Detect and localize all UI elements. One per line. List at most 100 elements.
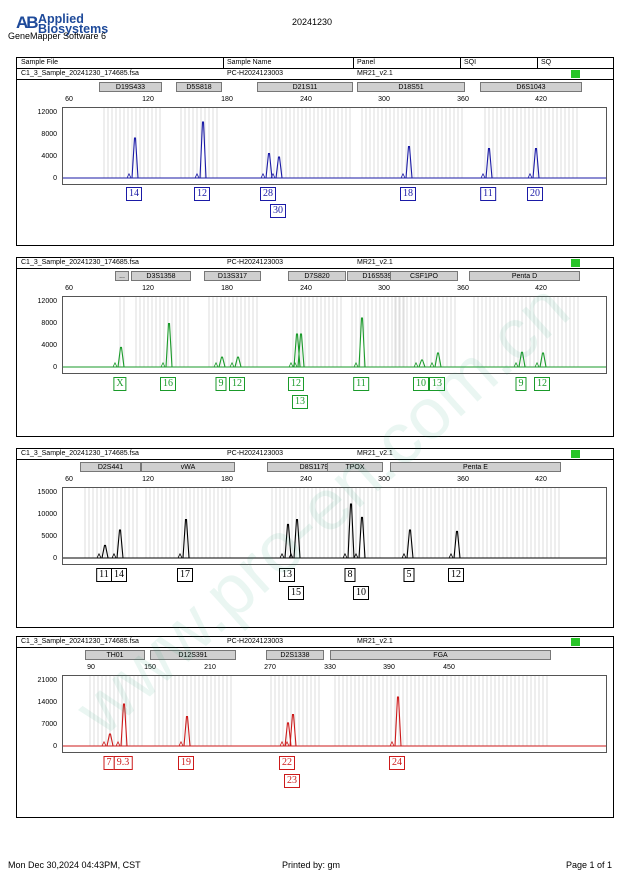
peak-3 — [284, 722, 292, 747]
allele-call-label[interactable]: 14 — [111, 568, 127, 582]
panel-name: MR21_v2.1 — [357, 450, 393, 457]
locus-bin-4[interactable]: D6S1043 — [480, 82, 582, 92]
locus-bin-1[interactable]: vWA — [141, 462, 235, 472]
trace-plot-area[interactable] — [62, 675, 607, 753]
panel-info-row: C1_3_Sample_20241230_174685.fsa PC-H20241… — [17, 449, 613, 460]
allele-call-label[interactable]: 18 — [400, 187, 416, 201]
allele-call-label[interactable]: 13 — [292, 395, 308, 409]
allele-call-label[interactable]: 15 — [288, 586, 304, 600]
allele-call-label[interactable]: 10 — [353, 586, 369, 600]
allele-call-label[interactable]: 5 — [403, 568, 415, 582]
allele-call-label[interactable]: 23 — [284, 774, 300, 788]
stutter-peak — [534, 361, 540, 368]
allele-call-label[interactable]: 20 — [527, 187, 543, 201]
allele-call-label[interactable]: 9 — [215, 377, 227, 391]
peak-1 — [116, 529, 124, 559]
panel-name: MR21_v2.1 — [357, 259, 393, 266]
allele-call-label[interactable]: 12 — [534, 377, 550, 391]
peak-0 — [101, 544, 109, 559]
allele-call-label[interactable]: 17 — [177, 568, 193, 582]
locus-bin-3[interactable]: D7S820 — [288, 271, 346, 281]
peak-7 — [418, 359, 426, 368]
x-tick-label: 330 — [324, 664, 336, 671]
locus-bin-2[interactable]: D13S317 — [204, 271, 261, 281]
allele-call-label[interactable]: 12 — [448, 568, 464, 582]
locus-bin-3[interactable]: D18S51 — [357, 82, 465, 92]
electropherogram-panel-red: C1_3_Sample_20241230_174685.fsa PC-H20241… — [16, 636, 614, 818]
sample-name: PC-H2024123003 — [227, 259, 284, 266]
allele-call-label[interactable]: 14 — [126, 187, 142, 201]
allele-call-label[interactable]: 28 — [260, 187, 276, 201]
allele-call-label[interactable]: 11 — [96, 568, 112, 582]
allele-call-label[interactable]: 19 — [178, 756, 194, 770]
trace-svg — [63, 676, 606, 747]
stutter-peak — [194, 172, 200, 179]
locus-bin-2[interactable]: D2S1338 — [266, 650, 324, 660]
x-tick-label: 300 — [378, 476, 390, 483]
x-tick-label: 60 — [65, 285, 73, 292]
locus-bin-0[interactable]: D19S433 — [99, 82, 162, 92]
stutter-peak — [112, 361, 118, 368]
trace-plot-area[interactable] — [62, 107, 607, 185]
allele-call-label[interactable]: 16 — [160, 377, 176, 391]
y-tick-label: 0 — [53, 364, 57, 371]
peak-6 — [358, 516, 366, 559]
locus-bin-2[interactable]: D21S11 — [257, 82, 353, 92]
locus-bin-5[interactable]: CSF1PO — [390, 271, 458, 281]
locus-bin-0[interactable]: D2S441 — [80, 462, 141, 472]
report-title: 20241230 — [292, 17, 333, 27]
stutter-peak — [260, 172, 266, 179]
x-tick-label: 120 — [142, 285, 154, 292]
locus-bin-1[interactable]: D12S391 — [150, 650, 236, 660]
allele-call-label[interactable]: 10 — [413, 377, 429, 391]
allele-call-label[interactable]: 30 — [270, 204, 286, 218]
x-tick-label: 360 — [457, 285, 469, 292]
allele-call-label[interactable]: 22 — [279, 756, 295, 770]
allele-call-label[interactable]: 13 — [279, 568, 295, 582]
stutter-peak — [284, 740, 290, 747]
stutter-peak — [229, 361, 235, 368]
stutter-peak — [480, 172, 486, 179]
electropherogram-panel-black: C1_3_Sample_20241230_174685.fsa PC-H20241… — [16, 448, 614, 628]
allele-call-label[interactable]: 12 — [229, 377, 245, 391]
sample-name: PC-H2024123003 — [227, 70, 284, 77]
stutter-peak — [353, 552, 359, 559]
y-tick-label: 21000 — [37, 677, 57, 684]
allele-call-label[interactable]: 12 — [194, 187, 210, 201]
x-tick-label: 180 — [221, 96, 233, 103]
locus-bin-3[interactable]: TPOX — [327, 462, 383, 472]
x-tick-label: 360 — [457, 476, 469, 483]
allele-call-label[interactable]: 8 — [344, 568, 356, 582]
locus-bin-3[interactable]: FGA — [330, 650, 551, 660]
allele-call-label[interactable]: 11 — [480, 187, 496, 201]
allele-call-label[interactable]: 13 — [429, 377, 445, 391]
trace-plot-area[interactable] — [62, 296, 607, 374]
y-tick-label: 8000 — [41, 131, 57, 138]
peak-4 — [405, 145, 413, 179]
allele-call-label[interactable]: X — [113, 377, 127, 391]
locus-bin-1[interactable]: D5S818 — [176, 82, 222, 92]
allele-call-label[interactable]: 9.3 — [113, 756, 133, 770]
x-tick-label: 120 — [142, 96, 154, 103]
panel-info-row: C1_3_Sample_20241230_174685.fsa PC-H20241… — [17, 637, 613, 648]
allele-call-label[interactable]: 12 — [288, 377, 304, 391]
x-tick-label: 60 — [65, 96, 73, 103]
locus-bin-1[interactable]: D3S1358 — [131, 271, 191, 281]
stutter-peak — [96, 552, 102, 559]
locus-bin-0[interactable]: ... — [115, 271, 129, 281]
stutter-peak — [126, 172, 132, 179]
allele-call-label[interactable]: 9 — [515, 377, 527, 391]
allele-call-label[interactable]: 24 — [389, 756, 405, 770]
x-tick-label: 300 — [378, 96, 390, 103]
allele-call-label[interactable]: 11 — [353, 377, 369, 391]
peak-1 — [120, 703, 128, 747]
locus-bin-0[interactable]: TH01 — [85, 650, 145, 660]
locus-bin-6[interactable]: Penta D — [469, 271, 580, 281]
trace-plot-area[interactable] — [62, 487, 607, 565]
x-tick-label: 240 — [300, 285, 312, 292]
panel-info-row: C1_3_Sample_20241230_174685.fsa PC-H20241… — [17, 69, 613, 80]
locus-bin-4[interactable]: Penta E — [390, 462, 561, 472]
stutter-peak — [111, 552, 117, 559]
stutter-peak — [389, 740, 395, 747]
peak-3 — [284, 523, 292, 559]
